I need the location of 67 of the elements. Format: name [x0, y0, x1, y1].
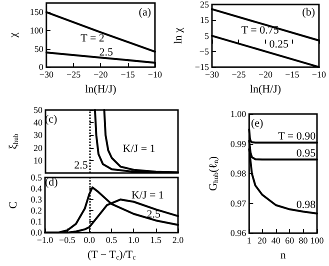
x-axis-title: ln(H/J): [85, 84, 117, 96]
x-tick-label: −10: [148, 70, 162, 80]
x-tick-label: −1.0: [36, 235, 54, 246]
x-tick-label: 1: [246, 236, 252, 246]
y-tick-label: −5: [199, 46, 210, 56]
series-label: K/J = 1: [122, 143, 156, 156]
y-tick-label: 30: [34, 130, 43, 140]
series-label: T = 2: [80, 32, 104, 45]
y-tick-label: 150: [30, 7, 44, 18]
series-label: 2.5: [99, 46, 114, 58]
legend-label: 0.25: [269, 38, 289, 50]
y-tick-label: 1.00: [230, 109, 247, 119]
y-tick-label: 0.5: [30, 172, 42, 182]
x-tick-label: −25: [66, 70, 82, 80]
x-axis-title: ln(H/J): [250, 84, 282, 96]
y-tick-label: 0.3: [30, 194, 42, 205]
y-tick-label: 50: [34, 105, 43, 115]
x-tick-label: −0.5: [59, 235, 76, 246]
x-tick-label: 1.5: [150, 235, 162, 246]
y-tick-label: 5: [204, 30, 210, 41]
x-tick-label: −15: [120, 70, 136, 80]
y-axis-title: ln χ: [172, 28, 184, 44]
x-tick-label: −30: [39, 70, 54, 80]
x-tick-label: 80: [298, 236, 308, 246]
chart-title: (d): [45, 176, 58, 188]
y-tick-label: 40: [34, 118, 43, 128]
y-axis-title: C: [8, 201, 20, 209]
series-label: 0.98: [296, 198, 316, 211]
y-tick-label: 10: [34, 155, 43, 166]
series-label: K/J = 1: [131, 190, 164, 202]
y-tick-label: 0.97: [230, 198, 247, 208]
y-tick-label: 0: [38, 62, 44, 72]
chart-title: (a): [138, 6, 152, 18]
y-tick-label: 0.99: [230, 138, 247, 149]
x-tick-label: 0.5: [106, 235, 118, 246]
y-tick-label: 0.4: [30, 184, 42, 194]
x-tick-label: 60: [285, 236, 295, 246]
y-tick-label: 20: [34, 142, 43, 153]
chart-title: (b): [302, 6, 316, 18]
x-tick-label: 1.0: [128, 235, 140, 246]
series-label: 0.95: [296, 147, 316, 160]
series-label: T = 0.90: [278, 130, 316, 142]
legend-label: 2.5: [74, 159, 88, 172]
x-tick-label: 2.0: [172, 235, 184, 246]
y-tick-label: 50: [34, 44, 44, 54]
x-tick-label: −20: [94, 70, 108, 80]
x-tick-label: −30: [204, 70, 220, 80]
y-tick-label: −15: [194, 62, 210, 72]
y-tick-label: 0.1: [30, 216, 42, 227]
x-tick-label: −25: [232, 70, 246, 80]
y-tick-label: 0.0: [30, 228, 42, 238]
y-tick-label: 25: [200, 0, 210, 10]
x-tick-label: 0.0: [84, 235, 96, 246]
x-tick-label: 100: [310, 236, 324, 246]
x-axis-title: n: [280, 250, 286, 262]
y-axis-title: χ: [8, 32, 20, 38]
y-tick-label: 0.2: [30, 206, 42, 216]
x-tick-label: 40: [271, 236, 281, 246]
y-tick-label: 0.96: [230, 228, 247, 238]
chart-title: (e): [251, 118, 264, 130]
y-tick-label: 15: [200, 15, 210, 26]
y-tick-label: 100: [30, 25, 44, 36]
x-tick-label: −20: [258, 70, 274, 80]
x-tick-label: −15: [285, 70, 300, 80]
x-tick-label: −10: [312, 70, 326, 80]
x-tick-label: 20: [258, 236, 268, 246]
y-tick-label: 0.98: [230, 168, 247, 179]
